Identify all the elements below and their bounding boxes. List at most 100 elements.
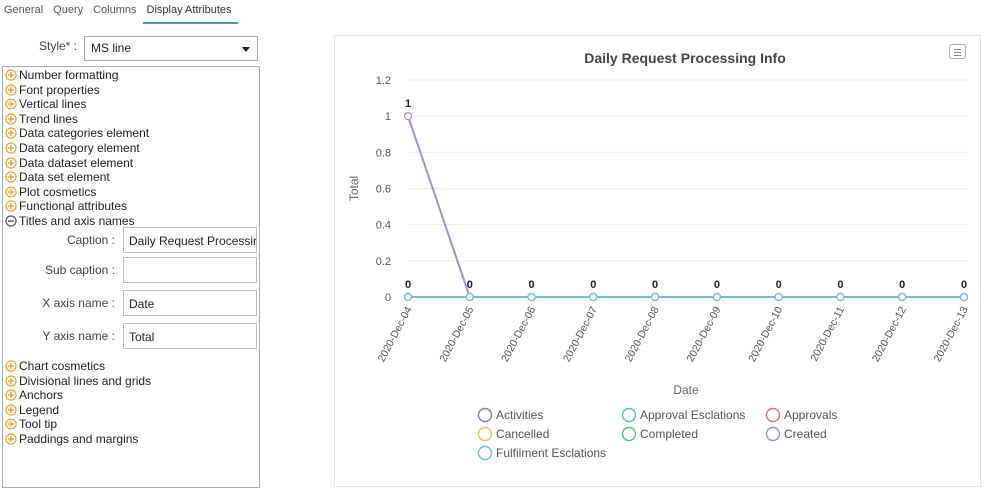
- style-select[interactable]: MS line: [84, 36, 258, 61]
- legend-marker-activities[interactable]: [477, 407, 493, 423]
- tree-item-tool-tip[interactable]: Tool tip: [5, 417, 57, 431]
- legend-marker-cancelled[interactable]: [477, 426, 493, 442]
- expand-icon[interactable]: [5, 98, 19, 110]
- data-point: [527, 292, 536, 302]
- tree-item-label: Font properties: [19, 82, 100, 97]
- collapse-icon[interactable]: [5, 215, 19, 227]
- tree-item-plot-cosmetics[interactable]: Plot cosmetics: [5, 185, 96, 199]
- legend-label-created[interactable]: Created: [784, 427, 827, 441]
- data-label: 0: [528, 279, 534, 291]
- data-label: 0: [652, 279, 658, 291]
- expand-icon[interactable]: [5, 404, 19, 416]
- expand-icon[interactable]: [5, 389, 19, 401]
- expand-icon[interactable]: [5, 127, 19, 139]
- expand-icon[interactable]: [5, 433, 19, 445]
- data-point: [589, 292, 598, 302]
- expand-icon[interactable]: [5, 360, 19, 372]
- legend-label-fulfilment-esclations[interactable]: Fulfilment Esclations: [496, 446, 606, 460]
- tree-item-label: Vertical lines: [19, 97, 87, 112]
- x-tick-label: 2020-Dec-06: [499, 305, 538, 364]
- x-tick-label: 2020-Dec-04: [376, 305, 415, 364]
- style-label: Style* :: [39, 39, 78, 53]
- tree-item-trend-lines[interactable]: Trend lines: [5, 112, 78, 126]
- tree-item-number-formatting[interactable]: Number formatting: [5, 68, 118, 82]
- tree-item-data-set-element[interactable]: Data set element: [5, 170, 110, 184]
- data-point: [959, 292, 969, 302]
- x-tick-label: 2020-Dec-09: [684, 305, 723, 364]
- tree-item-label: Legend: [19, 402, 60, 417]
- data-point: [712, 292, 721, 302]
- tree-item-anchors[interactable]: Anchors: [5, 388, 63, 402]
- expand-icon[interactable]: [5, 83, 19, 96]
- sub-caption-input[interactable]: [123, 257, 257, 283]
- y-tick-label: 0.8: [376, 147, 391, 159]
- y-tick-label: 0: [385, 292, 391, 304]
- tree-item-divisional-lines-and-grids[interactable]: Divisional lines and grids: [5, 374, 151, 388]
- legend-label-activities[interactable]: Activities: [496, 408, 543, 422]
- expand-icon[interactable]: [5, 142, 19, 154]
- x-tick-label: 2020-Dec-10: [746, 305, 785, 364]
- x-tick-label: 2020-Dec-05: [437, 305, 476, 364]
- legend-marker-completed[interactable]: [621, 426, 637, 442]
- legend-label-approvals[interactable]: Approvals: [784, 408, 837, 422]
- expand-icon[interactable]: [5, 171, 19, 183]
- series-line-created: [407, 115, 964, 298]
- legend-marker-approvals[interactable]: [765, 407, 781, 423]
- tree-item-label: Paddings and margins: [19, 432, 139, 446]
- tab-display-attributes[interactable]: Display Attributes: [142, 0, 238, 24]
- tree-item-vertical-lines[interactable]: Vertical lines: [5, 97, 86, 111]
- tree-item-label: Trend lines: [19, 111, 78, 126]
- expand-icon[interactable]: [5, 374, 19, 387]
- expand-icon[interactable]: [5, 156, 19, 169]
- y-axis-label: Total: [347, 176, 361, 201]
- chart-menu-button[interactable]: [949, 44, 966, 59]
- data-label: 0: [837, 279, 843, 291]
- tree-item-data-dataset-element[interactable]: Data dataset element: [5, 156, 133, 170]
- attribute-tree[interactable]: Number formatting Font properties Vertical…: [2, 66, 260, 488]
- tree-item-data-categories-element[interactable]: Data categories element: [5, 126, 149, 140]
- x-axis-name-input[interactable]: Date: [123, 290, 257, 316]
- tree-item-label: Data category element: [19, 141, 140, 155]
- field-label-1: Sub caption :: [44, 263, 115, 277]
- tree-item-font-properties[interactable]: Font properties: [5, 83, 100, 97]
- tree-item-label: Data dataset element: [19, 155, 134, 170]
- tree-item-chart-cosmetics[interactable]: Chart cosmetics: [5, 359, 105, 373]
- legend-label-completed[interactable]: Completed: [640, 427, 698, 441]
- tree-item-legend[interactable]: Legend: [5, 403, 59, 417]
- field-label-3: Y axis name :: [42, 329, 115, 343]
- data-label: 0: [405, 279, 411, 291]
- expand-icon[interactable]: [5, 186, 19, 198]
- field-label-0: Caption :: [66, 233, 115, 247]
- chart-title: Daily Request Processing Info: [584, 50, 786, 66]
- expand-icon[interactable]: [5, 113, 19, 125]
- tree-item-titles-and-axis-names[interactable]: Titles and axis names: [5, 214, 135, 228]
- data-label: 1: [405, 98, 411, 110]
- y-tick-label: 0.2: [376, 256, 391, 268]
- expand-icon[interactable]: [5, 69, 19, 81]
- legend-marker-created[interactable]: [765, 426, 781, 442]
- line-chart: Daily Request Processing Info 0 0.2 0.4 0.6 0…: [347, 50, 971, 461]
- tree-item-label: Plot cosmetics: [19, 184, 97, 199]
- tree-item-label: Tool tip: [19, 417, 58, 432]
- tree-item-paddings-and-margins[interactable]: Paddings and margins: [5, 432, 138, 446]
- tree-item-label: Chart cosmetics: [19, 359, 106, 373]
- legend-label-approval-esclations[interactable]: Approval Esclations: [640, 408, 745, 422]
- tree-item-label: Functional attributes: [19, 199, 128, 214]
- data-point: [651, 292, 660, 302]
- tree-item-functional-attributes[interactable]: Functional attributes: [5, 199, 127, 213]
- x-tick-label: 2020-Dec-07: [561, 305, 600, 364]
- legend-marker-approval-esclations[interactable]: [621, 407, 637, 423]
- y-axis-name-input[interactable]: Total: [123, 323, 257, 349]
- tab-columns[interactable]: Columns: [93, 4, 137, 16]
- caption-input[interactable]: Daily Request Processir: [123, 227, 257, 253]
- tree-item-label: Divisional lines and grids: [19, 373, 152, 388]
- y-tick-label: 0.4: [376, 220, 391, 232]
- tab-general[interactable]: General: [4, 4, 44, 16]
- legend-marker-fulfilment-esclations[interactable]: [477, 445, 493, 461]
- legend-label-cancelled[interactable]: Cancelled: [496, 427, 549, 441]
- data-point: [403, 112, 413, 121]
- expand-icon[interactable]: [5, 200, 19, 212]
- expand-icon[interactable]: [5, 418, 19, 430]
- tree-item-data-category-element[interactable]: Data category element: [5, 141, 140, 155]
- tab-query[interactable]: Query: [53, 4, 84, 16]
